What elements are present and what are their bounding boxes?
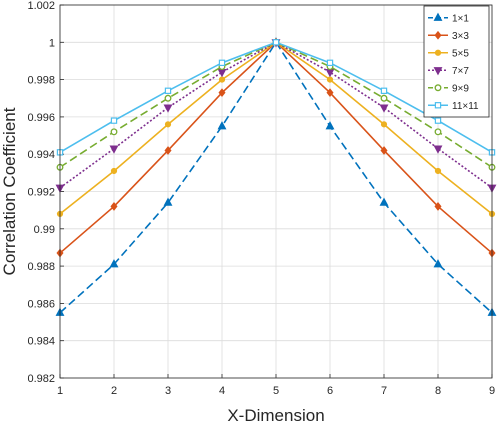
data-point — [110, 128, 118, 136]
x-tick-label: 3 — [165, 385, 171, 397]
data-point — [164, 146, 172, 155]
data-point — [326, 59, 334, 67]
data-point — [164, 94, 172, 102]
x-tick-label: 7 — [381, 385, 387, 397]
data-point — [433, 259, 443, 268]
data-point — [110, 167, 118, 175]
data-point — [380, 121, 388, 128]
x-tick-label: 6 — [327, 385, 333, 397]
tick-labels: 1 2 3 4 5 6 7 8 9 0.982 0.984 0.986 0.988 0.99 0.992 0.… — [27, 0, 495, 397]
plot-frame — [59, 4, 493, 379]
data-point — [434, 102, 442, 109]
legend-item: 1×1 — [428, 12, 469, 24]
y-tick-label: 0.982 — [27, 373, 55, 385]
y-tick-label: 0.996 — [27, 112, 55, 124]
x-tick-label: 4 — [219, 385, 225, 397]
data-point — [434, 49, 442, 56]
data-point — [272, 39, 280, 46]
x-tick-label: 1 — [57, 385, 63, 397]
legend-box — [423, 5, 490, 118]
y-tick-label: 0.984 — [27, 336, 55, 348]
y-tick-label: 0.994 — [27, 149, 55, 161]
legend-item: 7×7 — [428, 66, 469, 77]
data-point — [434, 167, 442, 175]
legend-label: 9×9 — [452, 83, 469, 94]
data-point — [434, 30, 442, 40]
data-point — [164, 87, 172, 94]
series-line — [59, 40, 493, 314]
legend-label: 7×7 — [452, 66, 469, 77]
series-layer — [55, 37, 497, 316]
data-point — [163, 197, 173, 206]
y-tick-label: 0.992 — [27, 187, 55, 199]
data-point — [434, 117, 442, 124]
data-point — [218, 88, 226, 98]
y-tick-label: 0.998 — [27, 75, 55, 87]
data-point — [434, 128, 442, 136]
data-point — [110, 117, 118, 124]
legend-item: 3×3 — [428, 31, 469, 42]
legend-label: 3×3 — [452, 31, 469, 42]
legend-label: 5×5 — [452, 48, 469, 59]
data-point — [326, 76, 334, 83]
y-tick-label: 0.988 — [27, 261, 55, 273]
data-point — [325, 121, 335, 130]
y-tick-label: 0.99 — [34, 224, 55, 236]
data-point — [109, 259, 119, 268]
legend-label: 1×1 — [452, 13, 469, 24]
data-point — [434, 84, 442, 92]
data-point — [109, 145, 119, 154]
data-point — [379, 197, 389, 206]
data-point — [110, 202, 118, 211]
data-point — [326, 88, 334, 98]
data-point — [217, 121, 227, 130]
data-point — [218, 76, 226, 83]
x-tick-label: 2 — [111, 385, 117, 397]
x-tick-label: 8 — [435, 385, 441, 397]
data-point — [164, 121, 172, 128]
y-tick-label: 1.002 — [27, 0, 55, 12]
x-tick-label: 9 — [489, 385, 495, 397]
legend-item: 9×9 — [428, 83, 469, 94]
data-point — [163, 104, 173, 113]
legend: 1×1 3×3 5×5 7×7 9×9 11×11 — [423, 5, 490, 118]
legend-item: 11×11 — [428, 101, 479, 112]
series-1 — [55, 37, 497, 316]
y-tick-label: 1 — [49, 37, 55, 49]
series-line — [59, 41, 493, 168]
data-point — [379, 104, 389, 113]
data-point — [433, 12, 443, 21]
data-point — [380, 146, 388, 155]
data-point — [433, 67, 443, 76]
x-axis-label: X-Dimension — [227, 406, 324, 425]
data-point — [380, 94, 388, 102]
data-point — [218, 59, 226, 67]
x-tick-label: 5 — [273, 385, 279, 397]
y-axis-label: Correlation Coefficient — [0, 107, 19, 275]
data-point — [433, 145, 443, 154]
data-point — [380, 87, 388, 94]
legend-label: 11×11 — [452, 101, 479, 112]
legend-item: 5×5 — [428, 48, 469, 59]
data-point — [434, 202, 442, 211]
y-tick-label: 0.986 — [27, 298, 55, 310]
